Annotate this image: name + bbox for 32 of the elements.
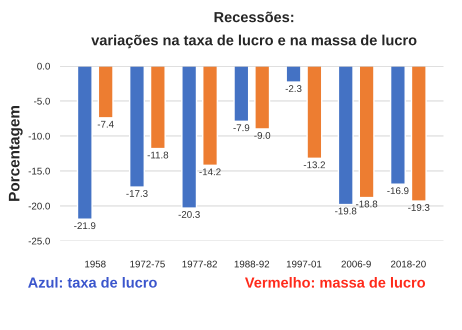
y-tick-label: 0.0 — [37, 62, 50, 70]
data-label: -11.8 — [148, 152, 168, 158]
data-label: -9.0 — [254, 132, 270, 139]
x-tick-label: 1977-82 — [182, 260, 217, 268]
chart-title: Recessões: — [214, 12, 294, 22]
chart-subtitle: variações na taxa de lucro e na massa de lucro — [91, 34, 416, 48]
data-label: -7.9 — [233, 124, 250, 132]
y-tick-label: -20.0 — [28, 202, 50, 210]
y-tick-label: -10.0 — [28, 132, 50, 140]
text: Azul: taxa de lucro — [28, 277, 157, 288]
x-tick-label: 2006-9 — [342, 260, 371, 268]
data-label: -14.2 — [199, 168, 221, 176]
y-tick-label: -5.0 — [34, 98, 50, 105]
text: Vermelho: massa de lucro — [244, 277, 426, 288]
x-tick-label: 2018-20 — [391, 260, 426, 268]
data-label: -13.2 — [304, 161, 326, 168]
data-label: -19.8 — [335, 208, 356, 214]
x-tick-label: 1997-01 — [286, 260, 322, 268]
data-label: -16.9 — [387, 187, 409, 194]
data-label: -7.4 — [98, 120, 114, 128]
x-tick-label: 1972-75 — [130, 260, 165, 268]
data-label: -17.3 — [126, 190, 148, 197]
x-tick-label: 1958 — [85, 260, 106, 268]
data-label: -2.3 — [286, 85, 302, 92]
x-tick-label: 1988-92 — [234, 260, 270, 268]
y-tick-label: -15.0 — [28, 168, 50, 175]
data-label: -19.3 — [408, 204, 430, 211]
y-axis-title: Porcentagem — [8, 106, 23, 201]
data-label: -21.9 — [74, 222, 96, 230]
data-label: -20.3 — [178, 211, 200, 218]
data-label: -18.8 — [356, 200, 378, 208]
y-tick-label: -25.0 — [28, 238, 50, 245]
